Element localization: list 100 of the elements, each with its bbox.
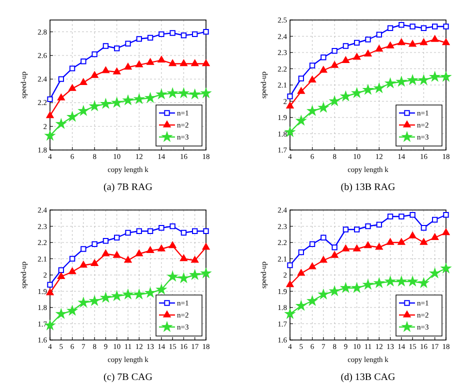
point xyxy=(430,268,440,278)
point xyxy=(332,244,338,250)
point xyxy=(308,76,316,82)
point xyxy=(92,51,98,58)
point xyxy=(147,228,154,234)
point xyxy=(352,52,361,60)
point xyxy=(190,88,200,99)
point xyxy=(112,68,121,74)
point xyxy=(178,88,189,98)
point xyxy=(114,234,120,240)
point xyxy=(385,276,396,286)
point xyxy=(362,84,374,94)
point xyxy=(200,268,212,278)
point xyxy=(124,256,132,263)
point xyxy=(192,31,198,38)
point xyxy=(342,226,349,232)
point xyxy=(69,256,76,262)
point xyxy=(135,249,144,256)
point xyxy=(364,241,372,248)
point xyxy=(80,58,86,64)
point xyxy=(47,282,53,288)
point xyxy=(178,272,189,283)
point xyxy=(78,106,89,116)
point xyxy=(298,249,304,256)
point xyxy=(102,66,110,74)
point xyxy=(200,88,212,98)
point xyxy=(287,262,293,268)
point xyxy=(320,256,328,263)
point xyxy=(308,262,316,270)
point xyxy=(386,42,394,48)
point xyxy=(122,289,134,299)
point xyxy=(136,36,142,42)
point xyxy=(135,60,144,68)
point xyxy=(320,66,328,73)
point xyxy=(192,228,198,234)
point xyxy=(90,259,98,266)
point xyxy=(440,263,452,273)
point xyxy=(80,78,88,85)
point xyxy=(47,96,53,102)
text: (b) 13B RAG xyxy=(340,182,396,193)
point xyxy=(136,228,142,234)
point xyxy=(46,288,54,296)
point xyxy=(67,111,78,122)
point xyxy=(180,230,187,236)
point xyxy=(44,130,56,140)
point xyxy=(432,24,438,30)
point xyxy=(330,61,338,68)
point xyxy=(56,118,66,128)
point xyxy=(298,76,304,82)
point xyxy=(112,290,122,301)
point xyxy=(332,48,338,54)
point xyxy=(364,50,372,56)
point xyxy=(180,32,187,38)
point xyxy=(92,241,98,247)
point xyxy=(418,74,429,85)
point xyxy=(374,278,384,288)
point xyxy=(296,115,306,126)
point xyxy=(67,305,78,316)
point xyxy=(122,94,134,105)
point xyxy=(396,76,407,86)
point xyxy=(430,35,439,42)
point xyxy=(102,249,110,256)
point xyxy=(342,56,350,63)
point xyxy=(124,62,132,70)
point xyxy=(385,78,396,88)
point xyxy=(342,244,350,252)
point xyxy=(365,223,371,230)
point xyxy=(365,36,371,42)
point xyxy=(376,222,382,228)
point xyxy=(102,238,109,244)
point xyxy=(396,276,407,286)
point xyxy=(147,34,154,41)
point xyxy=(362,279,374,290)
point xyxy=(114,46,120,52)
point xyxy=(329,96,340,106)
point xyxy=(443,24,449,30)
point xyxy=(375,242,384,250)
point xyxy=(190,256,199,263)
point xyxy=(202,242,210,250)
point xyxy=(112,97,122,108)
point xyxy=(158,31,164,38)
point xyxy=(145,92,156,102)
point xyxy=(168,241,176,248)
point xyxy=(309,62,316,68)
point xyxy=(146,246,154,253)
point xyxy=(420,238,428,245)
point xyxy=(352,244,361,252)
point xyxy=(286,280,294,288)
point xyxy=(167,271,178,282)
point xyxy=(158,244,166,252)
point xyxy=(287,94,293,100)
point xyxy=(125,230,131,236)
point xyxy=(180,254,188,262)
point xyxy=(145,287,156,298)
point xyxy=(170,30,176,36)
point xyxy=(330,251,338,258)
point xyxy=(203,228,209,234)
point xyxy=(442,38,450,46)
point xyxy=(442,228,450,236)
point xyxy=(46,111,54,118)
